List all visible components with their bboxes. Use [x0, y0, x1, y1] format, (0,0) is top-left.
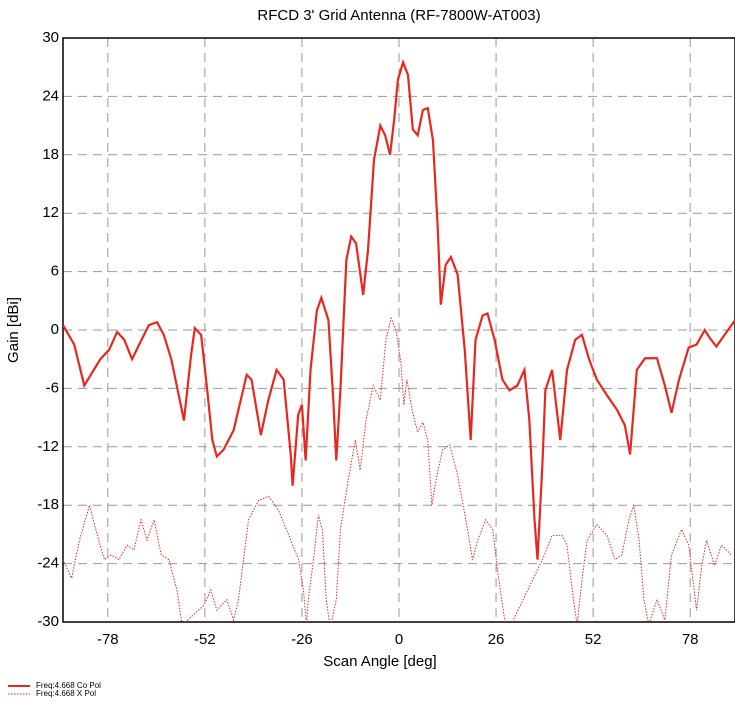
y-tick-label: 6	[51, 263, 59, 280]
y-tick-label: -12	[37, 438, 59, 455]
y-tick-label: -6	[46, 379, 59, 396]
y-tick-label: -18	[37, 496, 59, 513]
x-tick-label: -52	[194, 631, 216, 648]
y-axis-label: Gain [dBi]	[5, 297, 22, 363]
x-tick-label: -78	[97, 631, 119, 648]
y-tick-label: 0	[51, 321, 59, 338]
plot-frame	[62, 37, 735, 623]
x-tick-label: 0	[395, 631, 403, 648]
y-tick-label: 18	[42, 146, 59, 163]
series-line	[63, 58, 735, 560]
series-line	[63, 316, 732, 622]
x-tick-label: 26	[488, 631, 505, 648]
chart-title: RFCD 3' Grid Antenna (RF-7800W-AT003)	[257, 7, 540, 24]
legend-label: Freq:4.668 X Pol	[36, 689, 96, 698]
x-axis-label: Scan Angle [deg]	[323, 653, 436, 670]
x-tick-label: -26	[291, 631, 313, 648]
legend-label: Freq:4.668 Co Pol	[36, 681, 101, 690]
y-tick-label: -24	[37, 555, 59, 572]
y-tick-label: 12	[42, 204, 59, 221]
y-tick-label: 24	[42, 87, 59, 104]
x-tick-label: 52	[585, 631, 602, 648]
x-tick-label: 78	[682, 631, 699, 648]
y-tick-label: -30	[37, 613, 59, 630]
plot-area	[63, 58, 735, 622]
y-tick-label: 30	[42, 29, 59, 46]
